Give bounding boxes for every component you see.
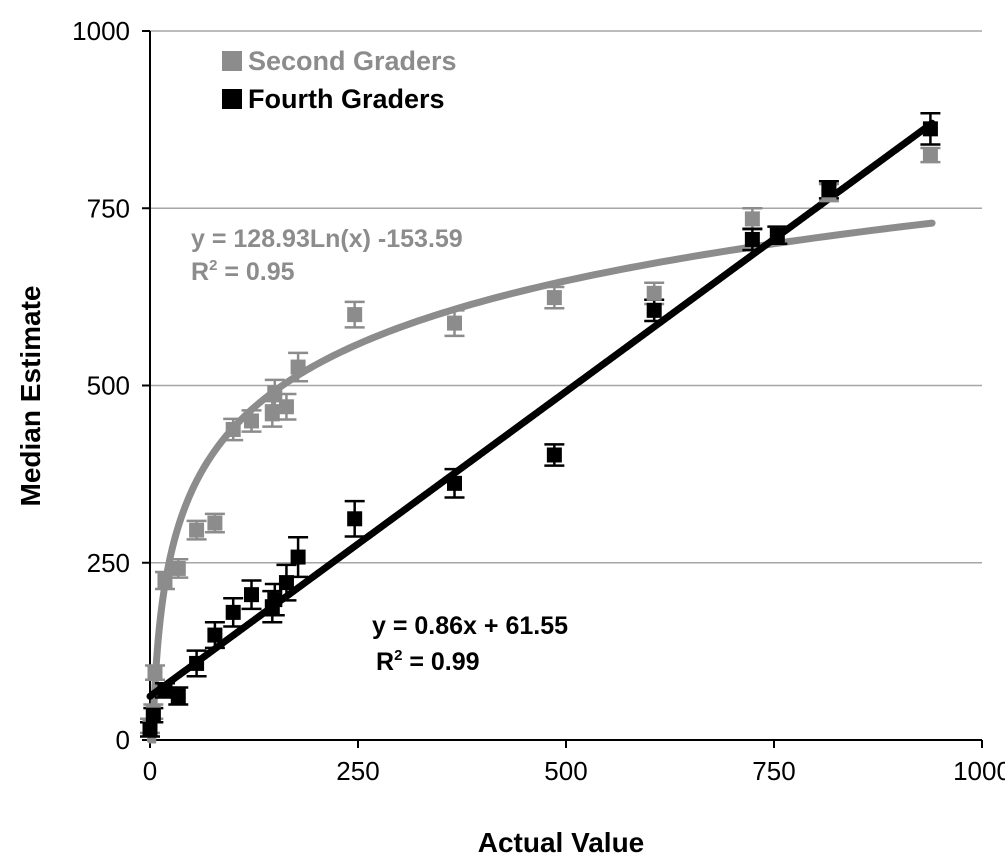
x-tick-label: 500	[544, 756, 587, 786]
r-squared-fourth-graders: R2 = 0.99	[376, 647, 480, 676]
data-point-second-graders	[447, 315, 463, 331]
y-tick-label: 0	[116, 725, 130, 755]
data-point-fourth-graders	[744, 231, 760, 247]
data-point-second-graders	[922, 147, 938, 163]
trendline-second-graders	[146, 219, 936, 744]
data-point-fourth-graders	[922, 121, 938, 137]
legend-swatch-second-graders	[222, 51, 242, 71]
trendline-label-fourth-graders: y = 0.86x + 61.55 R2 = 0.99	[372, 612, 568, 676]
data-point-fourth-graders	[157, 682, 173, 698]
data-point-fourth-graders	[244, 587, 260, 603]
y-axis-title: Median Estimate	[15, 286, 46, 507]
x-tick-label: 750	[752, 756, 795, 786]
data-points	[142, 121, 938, 737]
data-point-fourth-graders	[546, 447, 562, 463]
data-point-fourth-graders	[646, 302, 662, 318]
data-point-fourth-graders	[447, 475, 463, 491]
gridlines	[150, 30, 982, 564]
data-point-fourth-graders	[170, 688, 186, 704]
data-point-second-graders	[278, 399, 294, 415]
r-squared-second-graders: R2 = 0.95	[191, 257, 295, 286]
data-point-fourth-graders	[145, 707, 161, 723]
trendline-label-second-graders: y = 128.93Ln(x) -153.59 R2 = 0.95	[191, 225, 463, 286]
data-point-fourth-graders	[267, 592, 283, 608]
trendlines	[146, 119, 936, 744]
legend: Second Graders Fourth Graders	[222, 46, 457, 114]
x-tick-label: 250	[336, 756, 379, 786]
data-point-second-graders	[744, 211, 760, 227]
data-point-fourth-graders	[142, 721, 158, 737]
x-tick-label: 1000	[953, 756, 1005, 786]
data-point-second-graders	[157, 572, 173, 588]
data-point-second-graders	[546, 290, 562, 306]
legend-label-fourth-graders: Fourth Graders	[248, 84, 445, 114]
data-point-second-graders	[189, 522, 205, 538]
data-point-fourth-graders	[278, 575, 294, 591]
data-point-second-graders	[646, 285, 662, 301]
data-point-second-graders	[267, 385, 283, 401]
data-point-second-graders	[170, 560, 186, 576]
x-tick-label: 0	[143, 756, 157, 786]
data-point-fourth-graders	[347, 511, 363, 527]
y-tick-label: 500	[87, 371, 130, 401]
equation-second-graders: y = 128.93Ln(x) -153.59	[191, 225, 463, 253]
data-point-fourth-graders	[225, 604, 241, 620]
data-point-second-graders	[290, 359, 306, 375]
x-axis-title: Actual Value	[478, 827, 645, 858]
legend-label-second-graders: Second Graders	[248, 46, 457, 76]
y-axis: 0 250 500 750 1000	[72, 16, 151, 755]
data-point-second-graders	[225, 421, 241, 437]
data-point-fourth-graders	[189, 655, 205, 671]
data-point-fourth-graders	[769, 227, 785, 243]
data-point-second-graders	[347, 307, 363, 323]
data-point-second-graders	[207, 515, 223, 531]
data-point-second-graders	[244, 413, 260, 429]
equation-fourth-graders: y = 0.86x + 61.55	[372, 612, 568, 640]
data-point-fourth-graders	[290, 549, 306, 565]
data-point-second-graders	[147, 665, 163, 681]
data-point-fourth-graders	[207, 627, 223, 643]
y-tick-label: 250	[87, 548, 130, 578]
data-point-second-graders	[264, 406, 280, 422]
legend-swatch-fourth-graders	[222, 89, 242, 109]
data-point-fourth-graders	[821, 182, 837, 198]
y-tick-label: 1000	[72, 16, 130, 46]
x-axis: 0 250 500 750 1000	[143, 739, 1005, 786]
y-tick-label: 750	[87, 193, 130, 223]
